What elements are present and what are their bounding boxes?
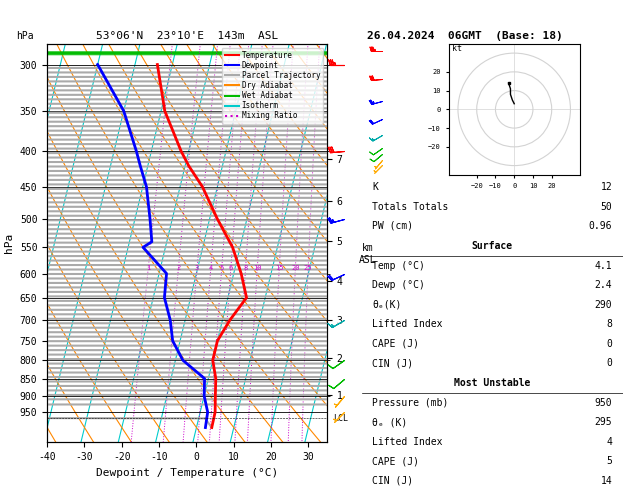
Text: 4.1: 4.1 bbox=[594, 261, 612, 271]
Text: 950: 950 bbox=[594, 398, 612, 408]
Text: Temp (°C): Temp (°C) bbox=[372, 261, 425, 271]
Text: θₑ (K): θₑ (K) bbox=[372, 417, 408, 427]
Text: 0: 0 bbox=[606, 339, 612, 348]
Text: 5: 5 bbox=[606, 456, 612, 466]
Text: 12: 12 bbox=[601, 182, 612, 192]
Text: 2: 2 bbox=[176, 265, 181, 272]
Text: 4: 4 bbox=[209, 265, 213, 272]
Text: 290: 290 bbox=[594, 300, 612, 310]
Text: 8: 8 bbox=[243, 265, 248, 272]
Text: hPa: hPa bbox=[16, 31, 33, 41]
Text: 0: 0 bbox=[606, 358, 612, 368]
Text: 295: 295 bbox=[594, 417, 612, 427]
Text: Lifted Index: Lifted Index bbox=[372, 319, 443, 329]
Text: 8: 8 bbox=[606, 319, 612, 329]
Text: Most Unstable: Most Unstable bbox=[454, 379, 530, 388]
Text: LCL: LCL bbox=[333, 414, 348, 423]
Text: 15: 15 bbox=[275, 265, 284, 272]
Text: θₑ(K): θₑ(K) bbox=[372, 300, 401, 310]
Legend: Temperature, Dewpoint, Parcel Trajectory, Dry Adiabat, Wet Adiabat, Isotherm, Mi: Temperature, Dewpoint, Parcel Trajectory… bbox=[221, 48, 323, 123]
Text: 1: 1 bbox=[146, 265, 150, 272]
Text: Pressure (mb): Pressure (mb) bbox=[372, 398, 448, 408]
Text: 2.4: 2.4 bbox=[594, 280, 612, 290]
Text: 26.04.2024  06GMT  (Base: 18): 26.04.2024 06GMT (Base: 18) bbox=[367, 31, 563, 41]
Text: 25: 25 bbox=[304, 265, 313, 272]
Text: CIN (J): CIN (J) bbox=[372, 358, 413, 368]
Text: CIN (J): CIN (J) bbox=[372, 476, 413, 486]
Text: Dewp (°C): Dewp (°C) bbox=[372, 280, 425, 290]
Text: 10: 10 bbox=[253, 265, 262, 272]
Text: 3: 3 bbox=[195, 265, 199, 272]
Text: PW (cm): PW (cm) bbox=[372, 221, 413, 231]
Text: 5: 5 bbox=[220, 265, 224, 272]
Text: Surface: Surface bbox=[472, 242, 513, 251]
Text: 14: 14 bbox=[601, 476, 612, 486]
Text: Totals Totals: Totals Totals bbox=[372, 202, 448, 211]
Text: Lifted Index: Lifted Index bbox=[372, 437, 443, 447]
X-axis label: Dewpoint / Temperature (°C): Dewpoint / Temperature (°C) bbox=[96, 468, 278, 478]
Text: K: K bbox=[372, 182, 378, 192]
Y-axis label: km
ASL: km ASL bbox=[359, 243, 377, 264]
Text: CAPE (J): CAPE (J) bbox=[372, 456, 419, 466]
Text: kt: kt bbox=[452, 44, 462, 53]
Text: 0.96: 0.96 bbox=[589, 221, 612, 231]
Text: 20: 20 bbox=[291, 265, 299, 272]
Text: 53°06'N  23°10'E  143m  ASL: 53°06'N 23°10'E 143m ASL bbox=[96, 31, 278, 41]
Text: 6: 6 bbox=[229, 265, 233, 272]
Text: CAPE (J): CAPE (J) bbox=[372, 339, 419, 348]
Text: 50: 50 bbox=[601, 202, 612, 211]
Text: 4: 4 bbox=[606, 437, 612, 447]
Y-axis label: hPa: hPa bbox=[4, 233, 14, 253]
